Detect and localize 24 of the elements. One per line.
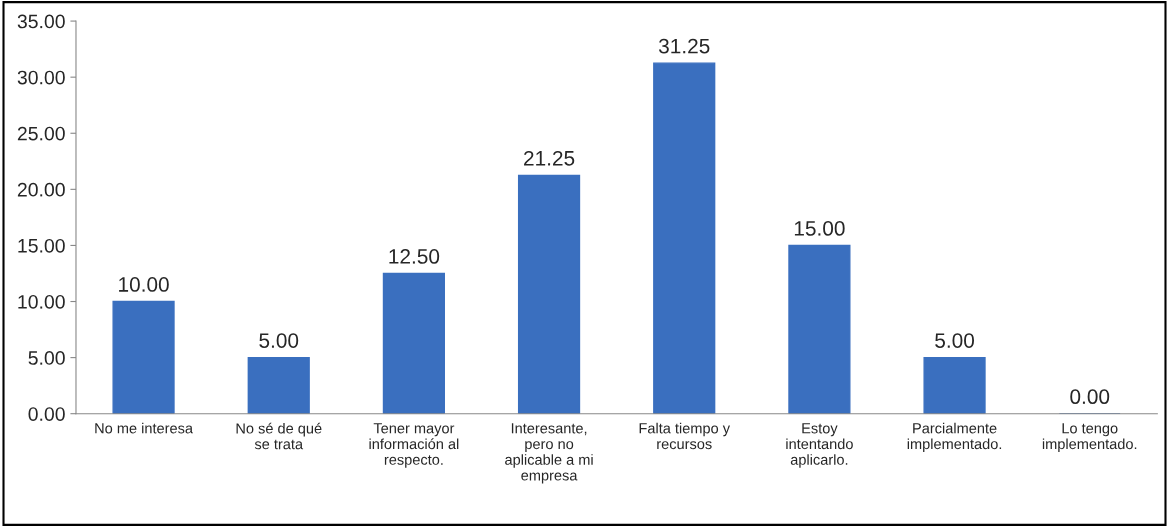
x-tick-label: Lo tengo implementado. [1042,423,1137,453]
data-label: 5.00 [259,333,299,348]
y-tick-label: 0.00 [28,407,65,421]
y-tick-label: 30.00 [17,70,65,85]
data-label: 10.00 [119,277,169,292]
x-tick-label: Tener mayor información al respecto. [369,423,459,468]
y-tick-label: 5.00 [28,351,65,365]
y-tick-label: 20.00 [17,182,65,197]
x-tick-label: Falta tiempo y recursos [639,422,730,450]
x-tick-label: No me interesa [95,422,194,434]
data-label: 5.00 [935,333,975,348]
data-label: 31.25 [658,38,710,54]
x-tick-label: Parcialmente implementado. [907,422,1002,453]
x-tick-label: Interesante, pero no aplicable a mi empresa [505,423,593,484]
data-label: 21.25 [524,150,575,166]
y-tick-label: 10.00 [18,294,65,309]
data-label: 0.00 [1070,389,1110,405]
x-tick-label: No sé de qué se trata [236,422,322,450]
data-label: 12.50 [389,249,440,264]
data-label: 15.00 [794,221,845,236]
y-tick-label: 25.00 [17,126,65,141]
y-tick-label: 35.00 [17,14,65,29]
x-tick-label: Estoy intentando aplicarlo. [786,423,853,468]
y-tick-label: 15.00 [18,238,65,253]
